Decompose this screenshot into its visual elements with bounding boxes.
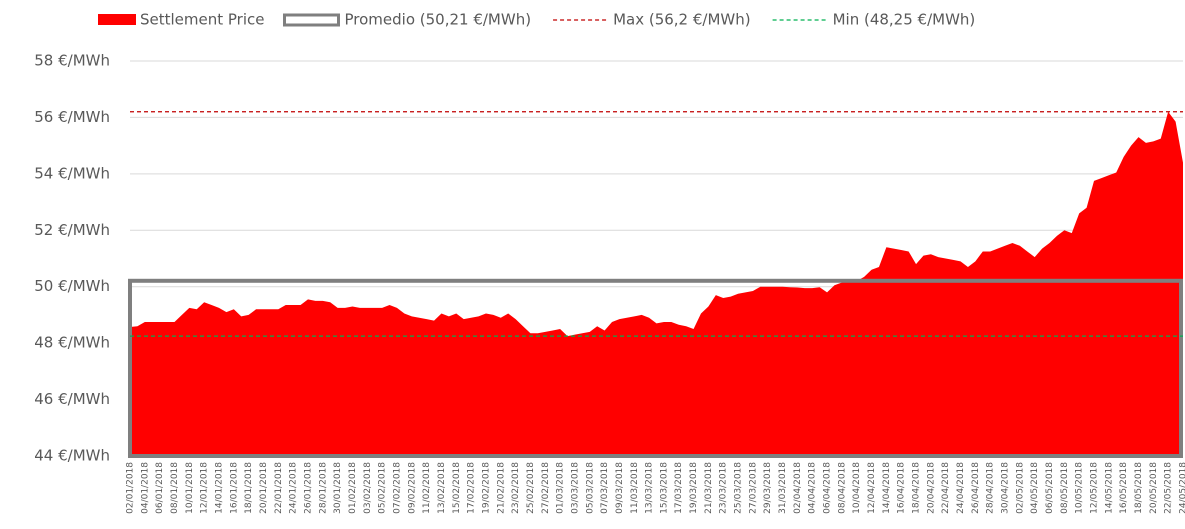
x-tick-label: 06/05/2018 (1045, 462, 1055, 514)
x-tick-label: 17/02/2018 (467, 462, 477, 514)
x-tick-label: 28/04/2018 (986, 462, 996, 514)
x-tick-label: 28/01/2018 (318, 462, 328, 514)
x-tick-label: 08/04/2018 (837, 462, 847, 514)
y-tick-label: 50 €/MWh (34, 277, 110, 295)
x-tick-label: 18/01/2018 (244, 462, 254, 514)
x-tick-label: 22/04/2018 (941, 462, 951, 514)
x-tick-label: 18/04/2018 (912, 462, 922, 514)
x-tick-label: 03/02/2018 (363, 462, 373, 514)
x-tick-label: 01/03/2018 (556, 462, 566, 514)
x-tick-label: 06/01/2018 (155, 462, 165, 514)
x-tick-label: 08/05/2018 (1060, 462, 1070, 514)
x-tick-label: 10/05/2018 (1075, 462, 1085, 514)
x-tick-label: 31/03/2018 (778, 462, 788, 514)
x-tick-label: 06/04/2018 (823, 462, 833, 514)
legend-label: Promedio (50,21 €/MWh) (345, 11, 532, 29)
x-tick-label: 22/01/2018 (274, 462, 284, 514)
x-tick-label: 07/02/2018 (392, 462, 402, 514)
x-tick-label: 17/03/2018 (674, 462, 684, 514)
x-tick-label: 11/02/2018 (422, 462, 432, 514)
x-tick-label: 14/04/2018 (882, 462, 892, 514)
x-tick-label: 23/02/2018 (511, 462, 521, 514)
x-tick-label: 13/03/2018 (645, 462, 655, 514)
x-tick-label: 27/02/2018 (541, 462, 551, 514)
x-tick-label: 04/04/2018 (808, 462, 818, 514)
x-tick-label: 14/01/2018 (214, 462, 224, 514)
x-tick-label: 18/05/2018 (1134, 462, 1144, 514)
x-tick-label: 09/03/2018 (615, 462, 625, 514)
x-tick-label: 03/03/2018 (570, 462, 580, 514)
x-tick-label: 24/04/2018 (956, 462, 966, 514)
x-tick-label: 20/04/2018 (926, 462, 936, 514)
x-tick-label: 08/01/2018 (170, 462, 180, 514)
y-tick-label: 52 €/MWh (34, 221, 110, 239)
x-tick-label: 12/01/2018 (200, 462, 210, 514)
x-tick-label: 12/05/2018 (1090, 462, 1100, 514)
x-tick-label: 25/03/2018 (734, 462, 744, 514)
x-tick-label: 23/03/2018 (719, 462, 729, 514)
y-tick-label: 54 €/MWh (34, 164, 110, 182)
x-tick-label: 16/01/2018 (229, 462, 239, 514)
x-tick-label: 12/04/2018 (867, 462, 877, 514)
x-tick-label: 30/01/2018 (333, 462, 343, 514)
x-tick-label: 11/03/2018 (630, 462, 640, 514)
legend-label: Min (48,25 €/MWh) (833, 11, 976, 29)
x-tick-label: 07/03/2018 (600, 462, 610, 514)
x-tick-label: 01/02/2018 (348, 462, 358, 514)
y-tick-label: 46 €/MWh (34, 390, 110, 408)
x-tick-label: 24/01/2018 (289, 462, 299, 514)
x-tick-label: 22/05/2018 (1164, 462, 1174, 514)
x-tick-label: 30/04/2018 (1001, 462, 1011, 514)
x-tick-label: 02/01/2018 (126, 462, 136, 514)
legend-swatch (283, 13, 340, 27)
x-tick-label: 16/05/2018 (1119, 462, 1129, 514)
x-tick-label: 20/01/2018 (259, 462, 269, 514)
x-tick-label: 24/05/2018 (1179, 462, 1185, 514)
x-tick-label: 04/01/2018 (140, 462, 150, 514)
x-tick-label: 29/03/2018 (763, 462, 773, 514)
x-tick-label: 16/04/2018 (897, 462, 907, 514)
x-tick-label: 02/05/2018 (1015, 462, 1025, 514)
x-tick-label: 10/01/2018 (185, 462, 195, 514)
x-tick-label: 05/02/2018 (378, 462, 388, 514)
x-tick-label: 25/02/2018 (526, 462, 536, 514)
y-tick-label: 56 €/MWh (34, 108, 110, 126)
x-tick-label: 15/02/2018 (452, 462, 462, 514)
legend-label: Settlement Price (140, 11, 265, 29)
x-tick-label: 14/05/2018 (1104, 462, 1114, 514)
x-tick-label: 26/04/2018 (971, 462, 981, 514)
x-tick-label: 19/03/2018 (689, 462, 699, 514)
x-tick-label: 02/04/2018 (793, 462, 803, 514)
y-tick-label: 58 €/MWh (34, 52, 110, 70)
area (130, 111, 1183, 457)
x-tick-label: 21/03/2018 (704, 462, 714, 514)
x-tick-label: 05/03/2018 (585, 462, 595, 514)
average-box (128, 278, 1183, 458)
x-tick-label: 10/04/2018 (852, 462, 862, 514)
x-tick-label: 04/05/2018 (1030, 462, 1040, 514)
x-tick-label: 21/02/2018 (496, 462, 506, 514)
y-tick-label: 44 €/MWh (34, 447, 110, 465)
legend-label: Max (56,2 €/MWh) (613, 11, 751, 29)
x-tick-label: 13/02/2018 (437, 462, 447, 514)
x-tick-label: 20/05/2018 (1149, 462, 1159, 514)
x-tick-label: 15/03/2018 (659, 462, 669, 514)
x-tick-label: 19/02/2018 (481, 462, 491, 514)
legend-swatch (98, 14, 136, 25)
y-tick-label: 48 €/MWh (34, 334, 110, 352)
x-tick-label: 27/03/2018 (748, 462, 758, 514)
x-tick-label: 26/01/2018 (303, 462, 313, 514)
x-tick-label: 09/02/2018 (407, 462, 417, 514)
